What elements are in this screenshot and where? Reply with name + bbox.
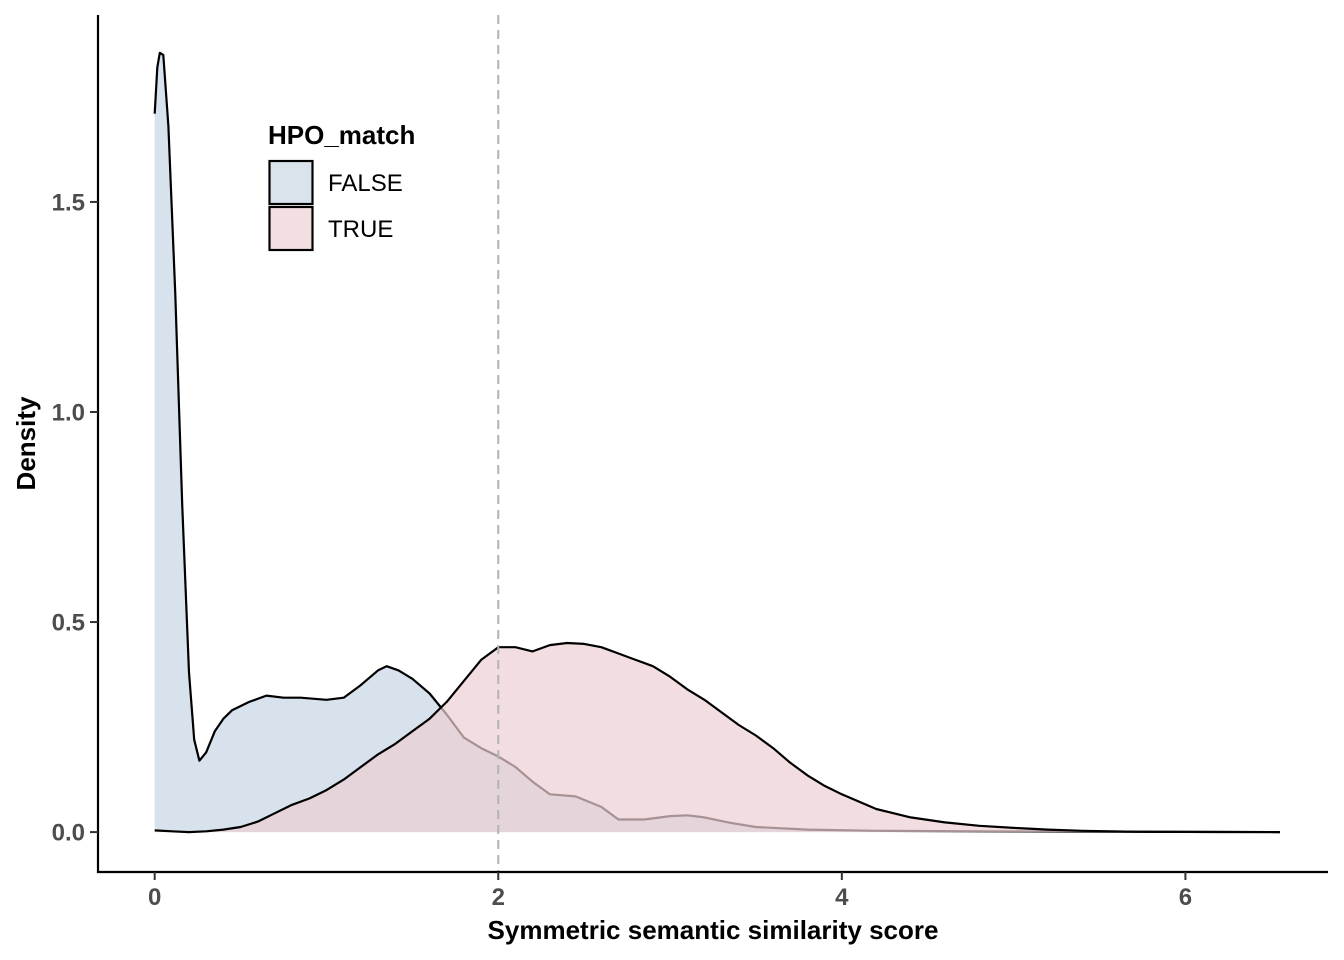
legend: HPO_match FALSE TRUE xyxy=(268,120,415,252)
legend-swatch-false xyxy=(268,159,314,206)
density-line-true xyxy=(154,641,1280,834)
y-tick-label: 1.0 xyxy=(52,399,85,426)
legend-title: HPO_match xyxy=(268,120,415,150)
y-tick-label: 0.5 xyxy=(52,610,85,637)
x-tick-label: 4 xyxy=(835,884,849,911)
y-tick-label: 0.0 xyxy=(52,820,85,847)
y-ticks: 0.0 0.5 1.0 1.5 xyxy=(52,189,98,847)
y-axis-title: Density xyxy=(11,396,41,490)
x-tick-label: 2 xyxy=(492,884,505,911)
legend-swatch-true xyxy=(268,205,314,252)
density-area-true xyxy=(154,643,1280,833)
axes: 0 2 4 6 0.0 0.5 1.0 1.5 xyxy=(52,15,1328,911)
legend-label-false: FALSE xyxy=(328,170,403,197)
density-area-false xyxy=(154,52,1280,833)
x-tick-label: 0 xyxy=(148,884,161,911)
series-layer xyxy=(153,51,1280,834)
x-ticks: 0 2 4 6 xyxy=(148,872,1192,911)
x-axis-title: Symmetric semantic similarity score xyxy=(488,915,939,945)
legend-entries: FALSE TRUE xyxy=(268,159,403,252)
x-tick-label: 6 xyxy=(1179,884,1192,911)
y-tick-label: 1.5 xyxy=(52,189,85,216)
plot-area xyxy=(153,15,1280,872)
legend-label-true: TRUE xyxy=(328,216,393,243)
